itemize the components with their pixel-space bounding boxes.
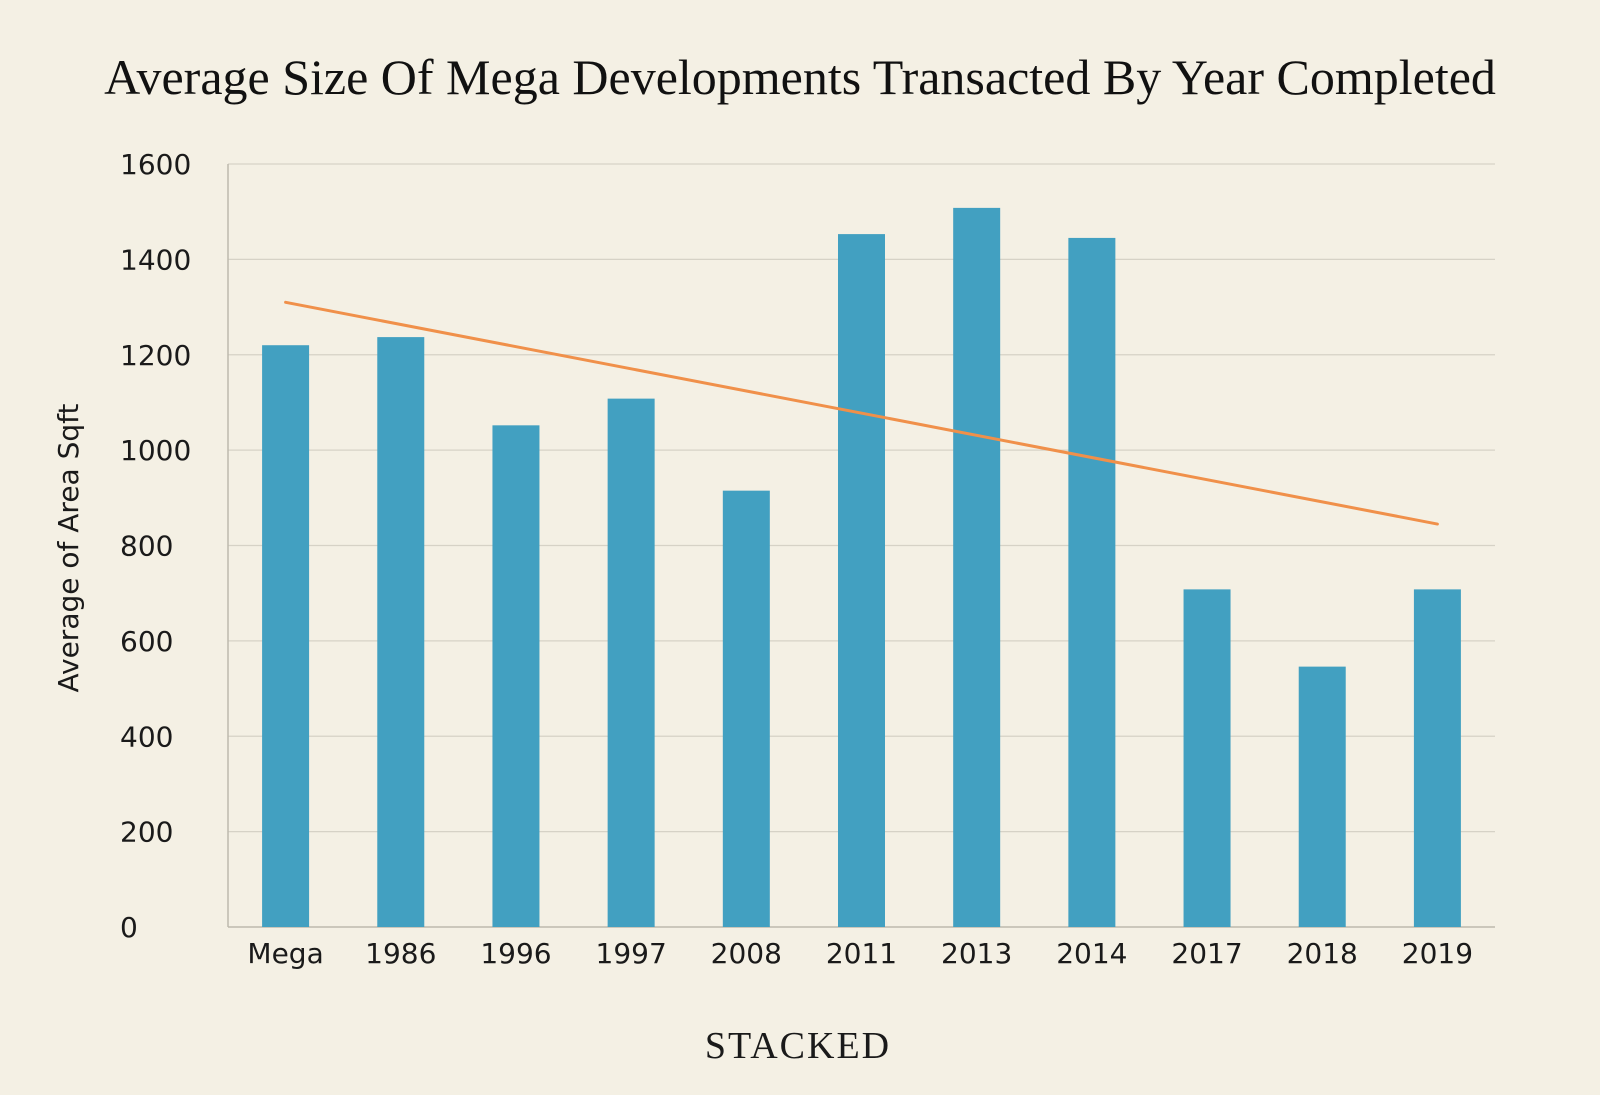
y-tick-label: 800 [120,530,173,563]
x-tick-label: 2013 [941,937,1012,970]
x-tick-label: 1997 [596,937,667,970]
bar-2013 [953,207,1001,927]
y-tick-label: 200 [120,816,173,849]
x-tick-label: 2018 [1287,937,1358,970]
bars [262,207,1461,928]
x-tick-label: 2017 [1171,937,1242,970]
x-tick-label: 1986 [365,937,436,970]
x-tick-labels: Mega 1986 1996 1997 2008 2011 2013 2014 2017 2018… [247,937,1473,970]
x-tick-label: 1996 [480,937,551,970]
x-tick-label: 2008 [711,937,782,970]
y-tick-label: 600 [120,625,173,658]
y-tick-label: 1200 [120,339,191,372]
bar-2008 [722,490,770,927]
y-tick-label: 1600 [120,148,191,181]
brand-logo: STACKED [705,1025,891,1067]
y-tick-label: 1000 [120,434,191,467]
y-tick-label: 1400 [120,243,191,276]
y-tick-label: 0 [120,911,138,944]
x-tick-label: 2014 [1056,937,1127,970]
bar-mega [262,345,310,927]
trendline [284,300,1439,526]
bar-1996 [492,425,540,927]
bar-1997 [607,398,655,927]
bar-2011 [838,234,885,927]
bar-2018 [1298,666,1346,927]
x-tick-label: 2011 [826,937,897,970]
bar-2019 [1413,589,1461,927]
x-tick-label: 2019 [1402,937,1473,970]
y-axis-title: Average of Area Sqft [52,403,85,692]
bar-2017 [1183,589,1231,927]
trendline-group [284,300,1439,526]
bar-2014 [1068,237,1116,927]
bar-1986 [377,337,425,928]
y-tick-label: 400 [120,720,173,753]
y-tick-labels: 0 200 400 600 800 1000 1200 1400 1600 [120,148,191,944]
chart-title: Average Size Of Mega Developments Transa… [104,49,1496,105]
x-tick-label: Mega [247,937,323,970]
